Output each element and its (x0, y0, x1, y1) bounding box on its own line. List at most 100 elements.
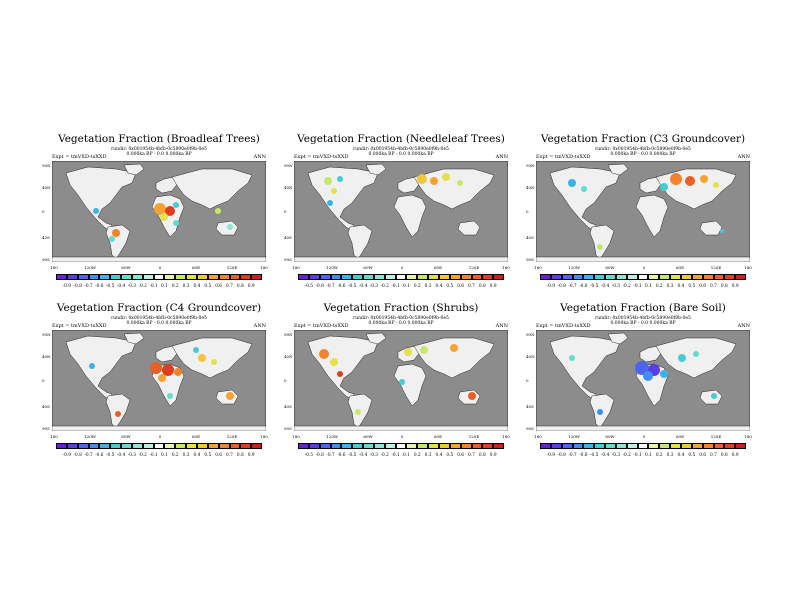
lon-label: 60W (605, 265, 615, 270)
colorbar-tick-label: -0.5 (304, 453, 313, 458)
colorbar-swatch (417, 443, 429, 449)
colorbar-swatch (438, 274, 450, 280)
lon-label: 120W (84, 434, 96, 439)
colorbar-swatch (691, 274, 703, 280)
colorbar-swatch (56, 443, 67, 449)
colorbar-tick-label: 0.5 (446, 453, 454, 458)
colorbar-tick-label: -0.8 (557, 284, 566, 289)
colorbar-swatch (713, 443, 725, 449)
colorbar-swatch (298, 443, 309, 449)
lat-label: 40N (284, 185, 293, 190)
colorbar-tick-label: 0.5 (688, 453, 696, 458)
run-info: rundir: 0x001954b-4bfb-0c5890e0f9b-0e5 (111, 147, 207, 152)
colorbar-swatch (550, 443, 562, 449)
colorbar-tick-label: -0.3 (369, 453, 379, 458)
colorbar-tick-label: -0.6 (95, 453, 104, 458)
colorbar-tick-label: 0.9 (247, 453, 255, 458)
colorbar-tick-label: -0.9 (546, 453, 555, 458)
colorbar-swatch (251, 443, 263, 449)
colorbar-swatch (240, 274, 252, 280)
colorbar-swatch (330, 274, 342, 280)
colorbar-swatch (229, 274, 241, 280)
colorbar (540, 443, 747, 451)
colorbar-tick-label: 0.8 (236, 453, 244, 458)
colorbar-tick-label: -0.6 (579, 284, 588, 289)
colorbar-swatch (363, 443, 374, 449)
colorbar-swatch (626, 274, 638, 280)
lat-label: 90S (284, 426, 292, 431)
colorbar-swatch (175, 443, 187, 449)
colorbar-tick-label: -0.3 (127, 453, 137, 458)
panel-title: Vegetation Fraction (Bare Soil) (560, 302, 726, 314)
season-label: ANN (495, 323, 508, 329)
colorbar-tick-label: -0.9 (62, 284, 71, 289)
colorbar-tick-label: 0.3 (424, 284, 432, 289)
lon-label: 120E (468, 434, 480, 439)
colorbar-tick-label: -0.2 (380, 284, 389, 289)
colorbar-swatch (319, 443, 331, 449)
colorbar-labels: -0.9 -0.8 -0.7 -0.6 -0.5 -0.4 -0.3 -0.2 -0.1 0.1 0… (52, 453, 266, 461)
colorbar-swatch (196, 274, 208, 280)
colorbar-tick-label: 0.2 (655, 284, 663, 289)
colorbar-tick-label: 0.7 (226, 284, 233, 289)
panel-bare-soil: Vegetation Fraction (Bare Soil) rundir: … (526, 302, 752, 482)
colorbar-tick-label: -0.4 (116, 284, 126, 289)
lat-label: 40S (526, 235, 534, 240)
colorbar-labels: -0.9 -0.8 -0.7 -0.6 -0.5 -0.4 -0.3 -0.2 -0.1 0.1 0… (52, 284, 266, 292)
colorbar-tick-label: -0.8 (557, 453, 566, 458)
anomaly-patches (568, 173, 724, 250)
lat-label: 40N (284, 354, 293, 359)
colorbar-swatch (352, 443, 364, 449)
colorbar-swatch (428, 443, 439, 449)
colorbar-swatch (373, 274, 385, 280)
lat-label: 40N (42, 185, 51, 190)
colorbar-tick-label: 0.9 (731, 284, 739, 289)
colorbar-swatch (702, 274, 714, 280)
colorbar-swatch (153, 274, 165, 280)
season-label: ANN (495, 154, 508, 160)
colorbar-swatch (572, 443, 584, 449)
anomaly-patches (319, 344, 476, 415)
lat-label: 90N (284, 163, 293, 168)
panel-title: Vegetation Fraction (Shrubs) (323, 302, 479, 314)
colorbar-swatch (550, 274, 562, 280)
lat-label: 40S (526, 404, 534, 409)
colorbar-tick-label: -0.7 (568, 284, 577, 289)
colorbar-tick-label: 0.6 (215, 284, 223, 289)
anomaly-patches (89, 347, 234, 417)
colorbar-swatch (417, 274, 429, 280)
colorbar-swatch (251, 274, 263, 280)
colorbar-tick-label: 0.3 (182, 284, 190, 289)
colorbar-swatch (460, 443, 472, 449)
world-map (52, 330, 266, 431)
colorbar-tick-label: -0.5 (590, 284, 599, 289)
colorbar-tick-label: -0.1 (391, 453, 400, 458)
colorbar-swatch (594, 443, 606, 449)
colorbar-swatch (99, 274, 111, 280)
lon-label: 120W (326, 434, 338, 439)
time-info: 0.000ka BP - 0.0 0.000ka BP (610, 321, 676, 326)
colorbar-swatch (670, 274, 681, 280)
colorbar-labels: -0.9 -0.8 -0.7 -0.6 -0.5 -0.4 -0.3 -0.2 -0.1 0.1 0… (536, 453, 750, 461)
time-info: 0.000ka BP - 0.0 0.000ka BP (610, 152, 676, 157)
colorbar-swatch (438, 443, 450, 449)
colorbar-swatch (691, 443, 703, 449)
colorbar-tick-label: 0.4 (193, 284, 201, 289)
lon-label: 120E (468, 265, 480, 270)
lat-label: 0 (42, 378, 45, 383)
lon-label: 120W (84, 265, 96, 270)
colorbar-tick-label: 0.1 (644, 284, 652, 289)
colorbar-tick-label: 0.7 (710, 284, 717, 289)
colorbar-tick-label: 0.1 (402, 453, 410, 458)
lon-label: 60E (433, 434, 443, 439)
colorbar-tick-label: 0.9 (247, 284, 255, 289)
colorbar-tick-label: -0.7 (326, 284, 335, 289)
colorbar-tick-label: 0.5 (446, 284, 454, 289)
lon-label: 60W (121, 265, 131, 270)
world-map (294, 161, 508, 262)
lon-label: 60W (605, 434, 615, 439)
colorbar-tick-label: 0.9 (489, 453, 497, 458)
lon-label: 120E (226, 265, 238, 270)
lon-label: 60E (675, 265, 685, 270)
colorbar (56, 443, 263, 451)
